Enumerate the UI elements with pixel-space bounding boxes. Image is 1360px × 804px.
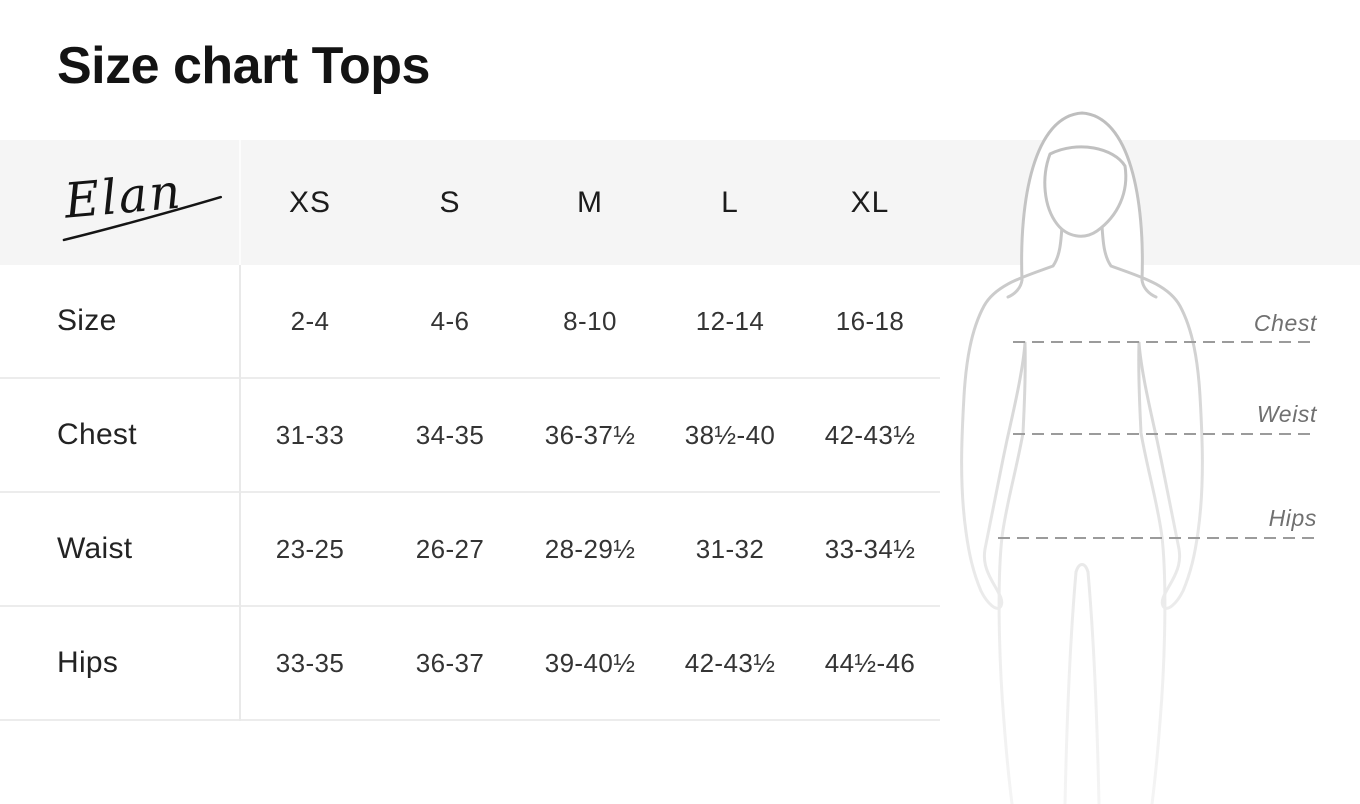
column-divider-band-segment xyxy=(239,140,241,265)
column-divider xyxy=(239,265,241,721)
elan-logo-underline xyxy=(62,195,223,241)
elan-logo: Elan xyxy=(61,163,223,241)
page-title: Size chart Tops xyxy=(57,37,430,95)
hair-tip-right xyxy=(1140,278,1158,299)
waist-s-value: 26-27 xyxy=(415,533,485,564)
left-arm-outline xyxy=(960,224,1064,610)
weist-measure-line xyxy=(1013,433,1317,435)
size-col-header-s: S xyxy=(439,185,461,219)
hips-xl-value: 44½-46 xyxy=(824,647,916,678)
hips-m-value: 39-40½ xyxy=(544,647,636,678)
chest-measure-label: Chest xyxy=(1253,310,1317,336)
right-torso-outline xyxy=(1137,341,1167,804)
elan-logo-text: Elan xyxy=(61,163,184,229)
size-table-header-row: Elan XS S M L XL xyxy=(0,140,940,265)
left-torso-outline xyxy=(997,341,1027,804)
row-label-size: Size xyxy=(57,304,117,337)
size-table: Elan XS S M L XL Size 2-4 4-6 8-10 12-14… xyxy=(0,140,940,721)
size-l-value: 12-14 xyxy=(695,305,765,336)
chest-xl-value: 42-43½ xyxy=(824,419,916,450)
hips-xs-value: 33-35 xyxy=(275,647,345,678)
size-s-value: 4-6 xyxy=(430,305,470,336)
row-label-waist: Waist xyxy=(57,532,133,565)
table-row-hips: Hips 33-35 36-37 39-40½ 42-43½ 44½-46 xyxy=(0,607,940,721)
chest-xs-value: 31-33 xyxy=(275,419,345,450)
hair-tip-left xyxy=(1006,278,1024,299)
row-label-chest: Chest xyxy=(57,418,137,451)
table-row-size: Size 2-4 4-6 8-10 12-14 16-18 xyxy=(0,265,940,379)
right-arm-outline xyxy=(1100,224,1204,610)
waist-l-value: 31-32 xyxy=(695,533,765,564)
table-row-chest: Chest 31-33 34-35 36-37½ 38½-40 42-43½ xyxy=(0,379,940,493)
waist-xl-value: 33-34½ xyxy=(824,533,916,564)
weist-measure-label: Weist xyxy=(1256,401,1317,427)
hips-l-value: 42-43½ xyxy=(684,647,776,678)
hair-outline xyxy=(1020,111,1144,282)
hips-s-value: 36-37 xyxy=(415,647,485,678)
table-row-waist: Waist 23-25 26-27 28-29½ 31-32 33-34½ xyxy=(0,493,940,607)
row-label-hips: Hips xyxy=(57,646,119,679)
chest-m-value: 36-37½ xyxy=(544,419,636,450)
left-inner-leg xyxy=(1063,570,1078,804)
chest-l-value: 38½-40 xyxy=(684,419,776,450)
size-col-header-l: L xyxy=(721,185,739,219)
hips-measure-label: Hips xyxy=(1268,505,1317,531)
chest-measure-line xyxy=(1013,341,1317,343)
hips-measure-line xyxy=(998,537,1317,539)
size-m-value: 8-10 xyxy=(563,305,617,336)
female-figure-illustration xyxy=(960,111,1204,804)
waist-xs-value: 23-25 xyxy=(275,533,345,564)
size-col-header-xs: XS xyxy=(288,185,332,219)
face-outline xyxy=(1043,145,1128,238)
right-inner-leg xyxy=(1086,570,1101,804)
chest-s-value: 34-35 xyxy=(415,419,485,450)
crotch-line xyxy=(1074,563,1090,574)
waist-m-value: 28-29½ xyxy=(544,533,636,564)
size-xs-value: 2-4 xyxy=(290,305,330,336)
size-col-header-xl: XL xyxy=(850,185,890,219)
size-xl-value: 16-18 xyxy=(835,305,905,336)
brand-logo-cell: Elan xyxy=(0,153,240,253)
size-col-header-m: M xyxy=(577,185,603,219)
